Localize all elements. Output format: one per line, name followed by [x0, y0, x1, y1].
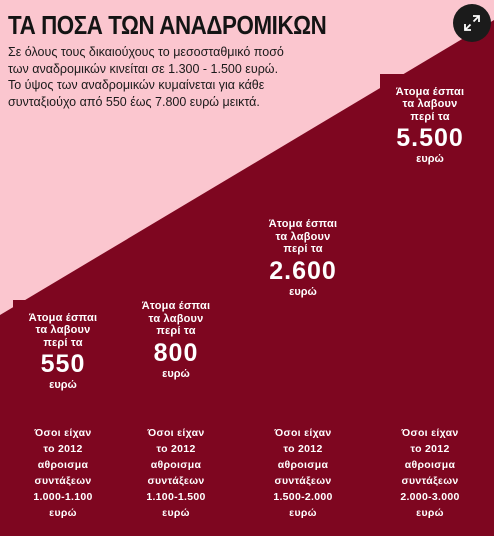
bar: Άτομα έσπαι τα λαβουν περί τα 550 ευρώ Όσοι ε… — [13, 299, 113, 536]
pre2012-line: το 2012 — [156, 442, 196, 455]
pre2012-line: Όσοι είχαν — [34, 426, 92, 439]
bar-value: 550 — [40, 350, 86, 379]
bar-value-label: Άτομα έσπαι τα λαβουν περί τα 800 ευρώ — [126, 300, 226, 381]
pre2012-line: 1.100-1.500 — [146, 490, 206, 503]
pre2012-line: Όσοι είχαν — [274, 426, 332, 439]
pre2012-caption: Όσοι είχαν το 2012 αθροισμα συντάξεων 1.100-… — [126, 425, 226, 521]
pre2012-line: το 2012 — [410, 442, 450, 455]
bar-caption-line: τα λαβουν — [35, 324, 91, 337]
bar-caption-line: τα λαβουν — [148, 312, 204, 325]
chart-subtitle: Σε όλους τους δικαιούχους το μεσοσταθμικ… — [8, 44, 343, 110]
bar-value: 5.500 — [396, 124, 464, 153]
pre2012-line: 1.000-1.100 — [33, 490, 93, 503]
pre2012-line: συντάξεων — [34, 474, 92, 487]
pre2012-line: συντάξεων — [147, 474, 205, 487]
subtitle-line: Σε όλους τους δικαιούχους το μεσοσταθμικ… — [8, 45, 284, 59]
pre2012-caption: Όσοι είχαν το 2012 αθροισμα συντάξεων 1.000-… — [13, 425, 113, 521]
pre2012-line: 2.000-3.000 — [400, 490, 460, 503]
bar-caption-line: Άτομα έσπαι — [28, 311, 98, 324]
bar-caption-line: τα λαβουν — [402, 98, 458, 111]
pre2012-line: 1.500-2.000 — [273, 490, 333, 503]
pre2012-line: συντάξεων — [401, 474, 459, 487]
bar-caption-line: περί τα — [283, 243, 323, 256]
pre2012-line: αθροισμα — [150, 458, 202, 471]
bar-value: 2.600 — [269, 256, 337, 285]
pre2012-line: αθροισμα — [37, 458, 89, 471]
bar-value-label: Άτομα έσπαι τα λαβουν περί τα 5.500 ευρώ — [380, 86, 480, 167]
bar: Άτομα έσπαι τα λαβουν περί τα 5.500 ευρώ Όσοι… — [380, 73, 480, 536]
pre2012-line: Όσοι είχαν — [147, 426, 205, 439]
pre2012-line: αθροισμα — [277, 458, 329, 471]
bar-unit: ευρώ — [289, 285, 317, 298]
pre2012-caption: Όσοι είχαν το 2012 αθροισμα συντάξεων 1.500-… — [253, 425, 353, 521]
bar-unit: ευρώ — [162, 367, 190, 380]
bar-value-label: Άτομα έσπαι τα λαβουν περί τα 550 ευρώ — [13, 312, 113, 393]
pre2012-line: συντάξεων — [274, 474, 332, 487]
pre2012-line: ευρώ — [416, 506, 444, 519]
bar-caption-line: Άτομα έσπαι — [268, 218, 338, 231]
pre2012-line: ευρώ — [289, 506, 317, 519]
expand-arrows-icon — [464, 15, 480, 31]
bar-caption-line: Άτομα έσπαι — [141, 300, 211, 313]
bar-caption-line: Άτομα έσπαι — [395, 85, 465, 98]
pre2012-line: ευρώ — [162, 506, 190, 519]
bar-caption-line: περί τα — [156, 325, 196, 338]
pre2012-line: αθροισμα — [404, 458, 456, 471]
subtitle-line: συνταξιούχο από 550 έως 7.800 ευρώ μεικτ… — [8, 94, 260, 109]
pre2012-caption: Όσοι είχαν το 2012 αθροισμα συντάξεων 2.000-… — [380, 425, 480, 521]
bar-unit: ευρώ — [49, 379, 77, 392]
bar: Άτομα έσπαι τα λαβουν περί τα 800 ευρώ Όσοι ε… — [126, 288, 226, 536]
bar-unit: ευρώ — [416, 153, 444, 166]
bar-value: 800 — [153, 338, 199, 367]
bar-caption-line: τα λαβουν — [275, 230, 331, 243]
pre2012-line: το 2012 — [283, 442, 323, 455]
expand-button[interactable] — [453, 4, 491, 42]
chart-title: ΤΑ ΠΟΣΑ ΤΩΝ ΑΝΑΔΡΟΜΙΚΩΝ — [8, 10, 327, 40]
bar-caption-line: περί τα — [410, 110, 450, 123]
pre2012-line: Όσοι είχαν — [401, 426, 459, 439]
bar-value-label: Άτομα έσπαι τα λαβουν περί τα 2.600 ευρώ — [253, 218, 353, 299]
bar-caption-line: περί τα — [43, 336, 83, 349]
pre2012-line: ευρώ — [49, 506, 77, 519]
bar: Άτομα έσπαι τα λαβουν περί τα 2.600 ευρώ Όσοι… — [253, 206, 353, 536]
subtitle-line: των αναδρομικών κινείται σε 1.300 - 1.50… — [8, 61, 279, 76]
subtitle-line: Το ύψος των αναδρομικών κυμαίνεται για κ… — [8, 78, 265, 92]
pre2012-line: το 2012 — [43, 442, 83, 455]
